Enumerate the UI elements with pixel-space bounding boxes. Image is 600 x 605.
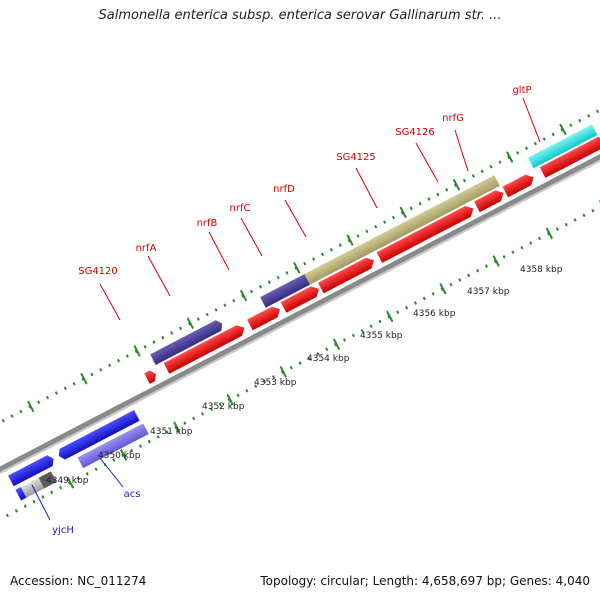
kbp-label-4349: 4349 kbp [46,476,89,486]
accession-text: Accession: NC_011274 [10,574,146,588]
kbp-label-4354: 4354 kbp [307,354,350,364]
kbp-label-4357: 4357 kbp [467,287,510,297]
gene-SG4120[interactable] [144,369,158,384]
gene-label-acs[interactable]: acs [124,489,141,500]
gene-label-nrfD[interactable]: nrfD [273,184,295,195]
outer-scale-line [0,89,600,440]
gene-label-yjcH[interactable]: yjcH [52,525,74,536]
kbp-label-4355: 4355 kbp [360,331,403,341]
gene-label-nrfC[interactable]: nrfC [230,203,251,214]
gene-label-SG4126[interactable]: SG4126 [395,127,435,138]
gene-label-gltP[interactable]: gltP [512,85,531,96]
kbp-label-4356: 4356 kbp [413,309,456,319]
gene-label-SG4120[interactable]: SG4120 [78,266,118,277]
kbp-label-4352: 4352 kbp [202,402,245,412]
gene-label-SG4125[interactable]: SG4125 [336,152,376,163]
kbp-label-4350: 4350 kbp [98,451,141,461]
genome-stats-text: Topology: circular; Length: 4,658,697 bp… [260,574,590,588]
genome-title: Salmonella enterica subsp. enterica sero… [0,8,600,23]
inner-scale-line [7,165,600,516]
gene-label-nrfA[interactable]: nrfA [136,243,157,254]
kbp-label-4358: 4358 kbp [520,265,563,275]
kbp-label-4353: 4353 kbp [254,378,297,388]
kbp-label-4351: 4351 kbp [150,427,193,437]
gene-label-nrfG[interactable]: nrfG [442,113,464,124]
gene-label-nrfB[interactable]: nrfB [197,218,218,229]
